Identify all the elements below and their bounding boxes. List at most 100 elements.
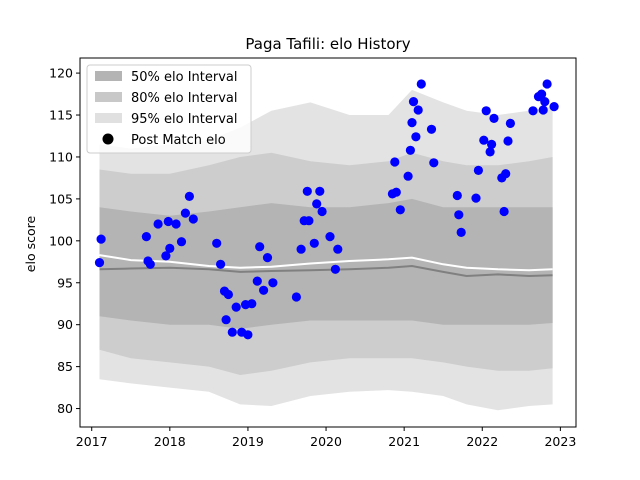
post-match-elo-point	[405, 145, 415, 155]
post-match-elo-point	[538, 105, 548, 115]
y-tick-label: 105	[49, 191, 73, 206]
chart-title: Paga Tafili: elo History	[245, 35, 410, 53]
y-tick-label: 110	[49, 149, 73, 164]
legend-label: Post Match elo	[131, 133, 226, 148]
post-match-elo-point	[487, 139, 497, 149]
legend-swatch	[95, 92, 122, 102]
post-match-elo-point	[489, 113, 499, 123]
post-match-elo-point	[296, 244, 306, 254]
post-match-elo-point	[542, 79, 552, 89]
x-tick-label: 2021	[388, 434, 420, 449]
post-match-elo-point	[473, 165, 483, 175]
y-tick-label: 80	[57, 401, 73, 416]
x-tick-label: 2018	[154, 434, 186, 449]
legend-swatch	[95, 71, 122, 81]
post-match-elo-point	[262, 253, 273, 263]
post-match-elo-point	[503, 136, 513, 146]
post-match-elo-point	[499, 206, 509, 217]
post-match-elo-point	[153, 219, 163, 229]
x-tick-label: 2023	[544, 434, 576, 449]
post-match-elo-point	[227, 327, 237, 337]
mean-elo-line	[99, 254, 553, 272]
post-match-elo-point	[171, 219, 181, 229]
post-match-elo-point	[395, 205, 405, 215]
post-match-elo-point	[247, 299, 257, 309]
post-match-elo-point	[221, 315, 231, 325]
post-match-elo-point	[212, 238, 222, 248]
post-match-elo-point	[259, 285, 269, 295]
post-match-elo-point	[216, 259, 226, 269]
legend-marker	[102, 133, 114, 145]
post-match-elo-point	[429, 158, 439, 168]
x-tick-label: 2017	[76, 434, 108, 449]
post-match-elo-point	[252, 276, 262, 286]
post-match-elo-point	[540, 97, 550, 107]
post-match-elo-point	[176, 237, 187, 247]
post-match-elo-point	[180, 208, 190, 218]
x-tick-label: 2022	[466, 434, 498, 449]
post-match-elo-point	[223, 289, 233, 300]
post-match-elo-point	[537, 89, 547, 99]
band-50-interval	[99, 198, 553, 329]
post-match-elo-point	[141, 232, 151, 242]
post-match-elo-point	[454, 210, 464, 220]
y-tick-label: 100	[49, 233, 73, 248]
legend: 50% elo Interval 80% elo Interval 95% elo …	[86, 64, 252, 154]
post-match-elo-point	[161, 251, 171, 261]
y-tick-label: 120	[49, 66, 73, 81]
x-tick-label: 2019	[232, 434, 264, 449]
post-match-elo-point	[426, 124, 437, 134]
post-match-elo-point	[325, 232, 335, 242]
post-match-elo-point	[485, 147, 495, 157]
post-match-elo-point	[528, 106, 538, 116]
post-match-elo-point	[315, 186, 325, 196]
post-match-elo-point	[96, 234, 106, 244]
post-match-elo-point	[165, 243, 175, 253]
post-match-elo-point	[231, 302, 241, 312]
post-match-elo-point	[481, 106, 491, 116]
y-axis-label: elo score	[23, 216, 38, 273]
post-match-elo-point	[456, 227, 466, 237]
plot-frame	[79, 57, 577, 428]
y-tick-label: 85	[57, 359, 73, 374]
post-match-elo-point	[268, 278, 278, 288]
plot-area	[94, 79, 559, 411]
post-match-elo-point	[302, 186, 312, 196]
post-match-elo-point	[479, 135, 489, 145]
post-match-elo-point	[309, 238, 319, 248]
post-match-elo-point	[163, 216, 173, 227]
post-match-elo-point	[452, 190, 462, 201]
legend-label: 50% elo Interval	[131, 70, 238, 85]
post-match-elo-point	[145, 259, 155, 269]
post-match-elo-point	[549, 102, 559, 112]
y-tick-label: 95	[57, 275, 73, 290]
post-match-elo-point	[291, 292, 301, 302]
post-match-elo-point	[411, 132, 421, 142]
post-match-elo-point	[501, 169, 511, 179]
post-match-elo-point	[403, 171, 413, 181]
post-match-elo-point	[413, 105, 423, 115]
y-tick-label: 115	[49, 108, 73, 123]
post-match-elo-point	[184, 191, 194, 201]
legend-box	[86, 64, 252, 154]
x-tick-label: 2020	[310, 434, 342, 449]
y-tick-label: 90	[57, 317, 73, 332]
post-match-elo-point	[317, 206, 327, 217]
post-match-elo-point	[416, 79, 426, 89]
post-match-elo-point	[407, 118, 417, 128]
post-match-elo-point	[255, 242, 265, 252]
post-match-elo-point	[333, 244, 343, 254]
post-match-elo-point	[188, 214, 198, 224]
legend-label: 95% elo Interval	[131, 112, 238, 127]
y-axis: 80 85 90 95 100 105 110 115 120	[49, 66, 80, 416]
post-match-elo-point	[391, 187, 401, 197]
post-match-elo-point	[390, 157, 400, 167]
legend-swatch	[95, 113, 122, 123]
post-match-elo-point	[408, 97, 419, 107]
post-match-elo-point	[505, 118, 515, 128]
legend-label: 80% elo Interval	[131, 91, 238, 106]
x-axis: 2017 2018 2019 2020 2021 2022 2023	[76, 427, 576, 449]
median-elo-line	[99, 264, 553, 278]
post-match-elo-point	[243, 330, 253, 340]
